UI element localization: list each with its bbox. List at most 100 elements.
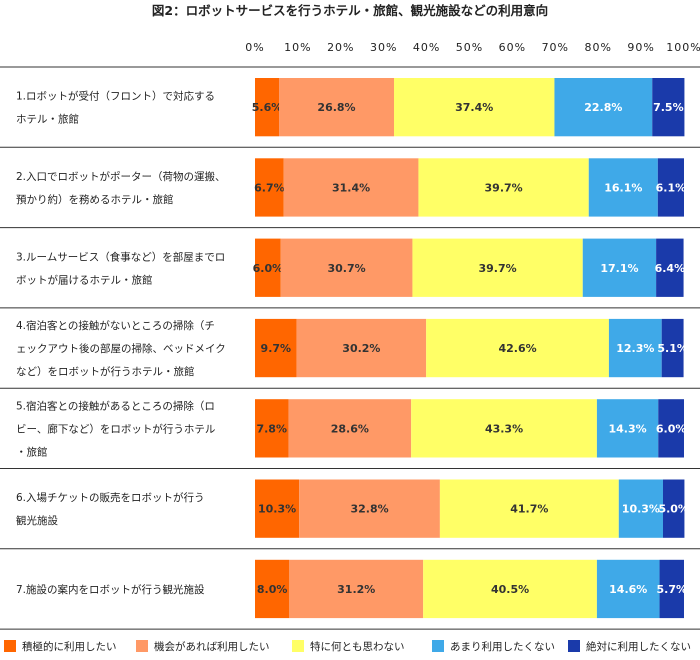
data-label: 31.2% bbox=[337, 583, 375, 596]
data-label: 31.4% bbox=[332, 181, 370, 194]
legend-label: 積極的に利用したい bbox=[22, 640, 117, 653]
x-axis-tick-labels: 0% 10% 20% 30% 40% 50% 60% 70% 80% 90% 100% bbox=[245, 41, 700, 54]
bar-segment bbox=[289, 559, 424, 619]
bar-segment bbox=[426, 318, 609, 378]
bar-segment bbox=[618, 479, 663, 538]
bar-segment bbox=[255, 479, 300, 538]
legend-label: 絶対に利用したくない bbox=[586, 640, 691, 653]
category-label: ・旅館 bbox=[16, 445, 48, 458]
bar-segment bbox=[662, 479, 685, 538]
data-label: 43.3% bbox=[485, 422, 523, 435]
x-tick-label: 50% bbox=[456, 41, 483, 54]
category-label: 5.宿泊客との接触があるところの掃除（ロ bbox=[16, 399, 215, 412]
bar-segment bbox=[423, 559, 597, 619]
bar-segment bbox=[418, 158, 589, 217]
bar-segment bbox=[255, 318, 297, 378]
bar-segment bbox=[411, 399, 597, 458]
data-label: 30.7% bbox=[328, 262, 366, 275]
bar-segment bbox=[657, 158, 684, 217]
data-label: 6.0% bbox=[656, 422, 687, 435]
data-label: 40.5% bbox=[491, 583, 529, 596]
chart-title: 図2：ロボットサービスを行うホテル・旅館、観光施設などの利用意向 bbox=[152, 3, 548, 18]
data-label: 9.7% bbox=[261, 342, 292, 355]
x-tick-label: 70% bbox=[542, 41, 569, 54]
bar-segment bbox=[656, 238, 684, 297]
data-label: 39.7% bbox=[485, 181, 523, 194]
data-label: 5.7% bbox=[657, 583, 688, 596]
data-label: 14.3% bbox=[609, 422, 647, 435]
legend-label: あまり利用したくない bbox=[450, 641, 555, 653]
data-label: 22.8% bbox=[584, 101, 622, 114]
bar-segment bbox=[279, 78, 394, 137]
legend-label: 特に何とも思わない bbox=[310, 640, 405, 653]
data-label: 6.0% bbox=[253, 262, 284, 275]
legend-swatch bbox=[4, 640, 16, 652]
data-label: 26.8% bbox=[317, 101, 355, 114]
bar-segment bbox=[280, 238, 413, 297]
bar-segment bbox=[299, 479, 440, 538]
x-tick-label: 30% bbox=[370, 41, 397, 54]
legend: 積極的に利用したい 機会があれば利用したい 特に何とも思わない あまり利用したくない 絶… bbox=[4, 640, 691, 653]
bar-segment bbox=[608, 318, 662, 378]
data-label: 5.0% bbox=[658, 503, 689, 516]
data-label: 6.7% bbox=[254, 181, 285, 194]
bar-segment bbox=[439, 479, 619, 538]
bar-segment bbox=[588, 158, 658, 217]
x-tick-label: 80% bbox=[584, 41, 611, 54]
category-label: ビー、廊下など）をロボットが行うホテル bbox=[16, 422, 215, 435]
bar-segment bbox=[283, 158, 419, 217]
data-label: 7.8% bbox=[256, 422, 287, 435]
legend-swatch bbox=[568, 640, 580, 652]
bar-segment bbox=[554, 78, 653, 137]
bar-segment bbox=[659, 559, 684, 619]
data-label: 12.3% bbox=[616, 342, 654, 355]
x-tick-label: 100% bbox=[666, 41, 700, 54]
data-label: 5.6% bbox=[252, 101, 283, 114]
category-label: 7.施設の案内をロボットが行う観光施設 bbox=[16, 583, 205, 596]
data-label: 41.7% bbox=[510, 503, 548, 516]
category-label: ホテル・旅館 bbox=[16, 113, 79, 126]
category-label: 預かり約）を務めるホテル・旅館 bbox=[16, 193, 174, 206]
x-tick-label: 40% bbox=[413, 41, 440, 54]
bar-segment bbox=[412, 238, 583, 297]
bar-segment bbox=[255, 158, 284, 217]
bar-segment bbox=[652, 78, 685, 137]
data-label: 39.7% bbox=[479, 262, 517, 275]
category-label: 6.入場チケットの販売をロボットが行う bbox=[16, 491, 205, 504]
bar-segment bbox=[661, 318, 684, 378]
bar-segment bbox=[393, 78, 555, 137]
data-label: 7.5% bbox=[653, 101, 684, 114]
data-label: 10.3% bbox=[622, 503, 660, 516]
data-label: 6.1% bbox=[656, 181, 687, 194]
data-label: 37.4% bbox=[455, 101, 493, 114]
data-label: 42.6% bbox=[498, 342, 536, 355]
category-label: ボットが届けるホテル・旅館 bbox=[16, 273, 153, 286]
legend-swatch bbox=[432, 640, 444, 652]
x-tick-label: 20% bbox=[327, 41, 354, 54]
x-tick-label: 0% bbox=[245, 41, 264, 54]
data-label: 30.2% bbox=[342, 342, 380, 355]
bar-segment bbox=[255, 559, 290, 619]
bar-segment bbox=[255, 399, 289, 458]
data-label: 32.8% bbox=[350, 503, 388, 516]
category-label: 2.入口でロボットがポーター（荷物の運搬、 bbox=[16, 170, 226, 183]
legend-swatch bbox=[136, 640, 148, 652]
category-label: ェックアウト後の部屋の掃除、ベッドメイク bbox=[16, 342, 226, 355]
category-label: 観光施設 bbox=[16, 514, 58, 527]
x-tick-label: 90% bbox=[627, 41, 654, 54]
category-label: 3.ルームサービス（食事など）を部屋までロ bbox=[16, 250, 225, 263]
data-label: 17.1% bbox=[600, 262, 638, 275]
bar-segment bbox=[255, 238, 281, 297]
bar-segment bbox=[288, 399, 412, 458]
data-label: 10.3% bbox=[258, 503, 296, 516]
category-label: 1.ロボットが受付（フロント）で対応する bbox=[16, 90, 215, 103]
data-label: 16.1% bbox=[604, 181, 642, 194]
legend-label: 機会があれば利用したい bbox=[154, 640, 270, 653]
bar-segment bbox=[296, 318, 427, 378]
bar-segment bbox=[255, 78, 280, 137]
category-label: など）をロボットが行うホテル・旅館 bbox=[16, 365, 195, 378]
data-label: 5.1% bbox=[657, 342, 688, 355]
